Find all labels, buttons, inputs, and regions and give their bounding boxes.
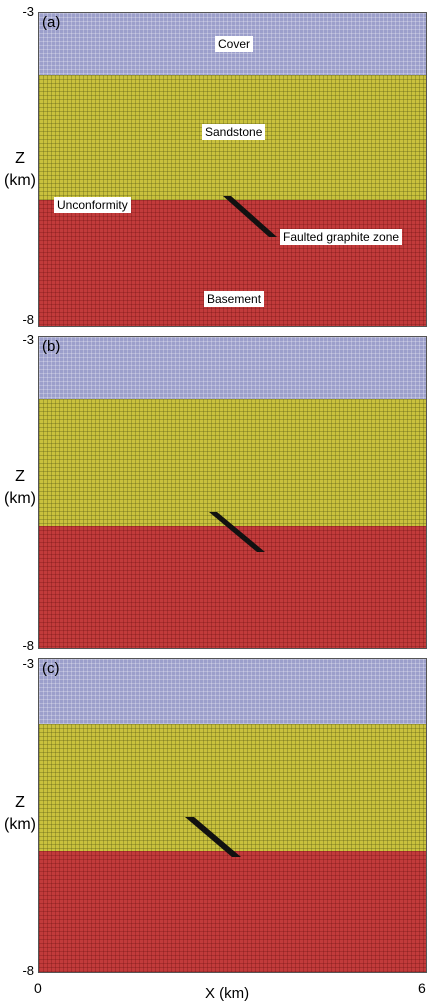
panel-letter-b: (b) — [42, 338, 61, 355]
panel-b: (b) — [38, 336, 427, 649]
x-tick-min: 0 — [34, 980, 42, 996]
y-tick-top-c: -3 — [22, 656, 34, 671]
cover-label: Cover — [215, 36, 254, 52]
y-axis-label-c: Z (km) — [4, 794, 36, 833]
panel-letter-a: (a) — [42, 14, 61, 31]
panel-c: (c) — [38, 658, 427, 973]
cover-layer — [39, 337, 426, 399]
y-axis-label-a: Z (km) — [4, 150, 36, 189]
y-tick-bottom-c: -8 — [22, 963, 34, 978]
basement-label: Basement — [204, 291, 265, 307]
panel-letter-c: (c) — [42, 660, 60, 677]
y-tick-bottom-b: -8 — [22, 638, 34, 653]
cover-layer — [39, 659, 426, 724]
sandstone-label: Sandstone — [202, 124, 266, 140]
fault-zone-c — [185, 817, 241, 857]
x-tick-max: 6 — [418, 980, 426, 996]
unconformity-label: Unconformity — [54, 197, 131, 213]
fault-zone-a — [223, 196, 277, 237]
fault-zone-b — [209, 512, 265, 552]
basement-layer — [39, 851, 426, 972]
y-tick-top-b: -3 — [22, 332, 34, 347]
basement-layer — [39, 526, 426, 648]
panel-a: (a) Cover Sandstone Unconformity Faulted… — [38, 12, 427, 327]
y-tick-bottom-a: -8 — [22, 312, 34, 327]
y-tick-top-a: -3 — [22, 4, 34, 19]
x-axis-label: X (km) — [205, 985, 250, 1002]
sandstone-layer — [39, 75, 426, 200]
sandstone-layer — [39, 399, 426, 526]
sandstone-layer — [39, 724, 426, 851]
fault-label: Faulted graphite zone — [280, 229, 403, 245]
y-axis-label-b: Z (km) — [4, 468, 36, 507]
